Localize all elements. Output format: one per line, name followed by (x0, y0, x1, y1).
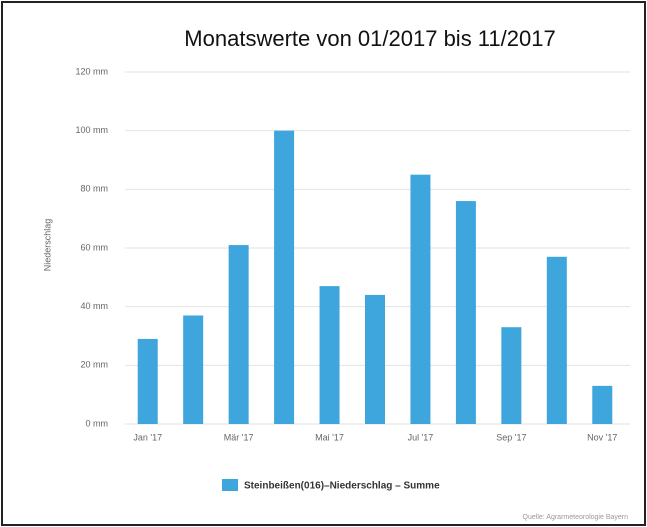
source: Quelle: Agrarmeteorologie Bayern (523, 514, 629, 521)
y-tick-label: 100 mm (75, 125, 108, 135)
y-tick-label: 40 mm (80, 301, 108, 311)
bar (455, 201, 476, 424)
x-tick-label: Jan '17 (133, 432, 162, 442)
x-tick-label: Nov '17 (587, 432, 617, 442)
bar (274, 130, 295, 424)
y-axis-label: Niederschlag (42, 219, 52, 272)
y-tick-label: 120 mm (75, 66, 108, 76)
y-tick-label: 20 mm (80, 360, 108, 370)
bar (319, 286, 340, 424)
bar (183, 315, 204, 424)
x-tick-label: Mär '17 (224, 432, 254, 442)
bar (228, 245, 249, 424)
x-tick-label: Sep '17 (496, 432, 526, 442)
bar (410, 174, 431, 424)
x-tick-label: Mai '17 (315, 432, 344, 442)
x-tick-label: Jul '17 (408, 432, 434, 442)
bar (137, 338, 158, 424)
legend-label: Steinbeißen(016)–Niederschlag – Summe (244, 481, 440, 492)
legend-swatch (222, 479, 238, 491)
bar (546, 256, 567, 424)
bar (501, 327, 522, 424)
chart-title: Monatswerte von 01/2017 bis 11/2017 (184, 26, 555, 51)
bar (365, 294, 385, 424)
y-tick-label: 80 mm (80, 184, 108, 194)
bar (592, 385, 613, 424)
y-tick-label: 0 mm (86, 418, 109, 428)
y-tick-label: 60 mm (80, 242, 108, 252)
